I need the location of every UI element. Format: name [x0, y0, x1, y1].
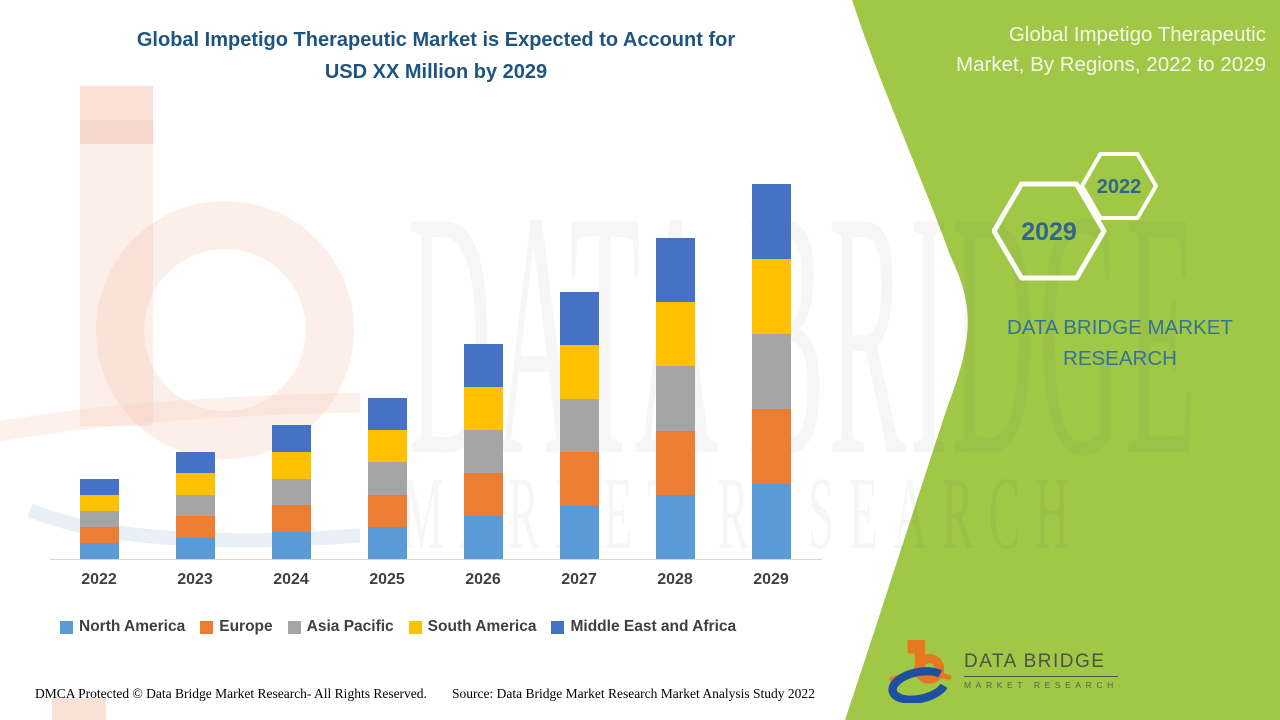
dbmr-logo-words: DATA BRIDGE MARKET RESEARCH — [964, 651, 1118, 690]
hexagon-2022-label: 2022 — [1097, 176, 1142, 198]
x-axis-labels: 2022 2023 2024 2025 2026 2027 2028 2029 — [50, 571, 822, 591]
hexagon-2029-label: 2029 — [1021, 218, 1077, 246]
chart-title: Global Impetigo Therapeutic Market is Ex… — [50, 24, 822, 88]
legend-item-asia-pacific: Asia Pacific — [287, 618, 394, 636]
legend-item-europe: Europe — [200, 618, 273, 636]
dbmr-logo-name: DATA BRIDGE — [964, 651, 1118, 677]
hexagon-2029 — [992, 181, 1107, 281]
bar-segment-north-america — [463, 516, 503, 559]
legend-label: Middle East and Africa — [570, 618, 737, 635]
bar-segment-europe — [751, 409, 791, 484]
legend-swatch-icon — [551, 620, 565, 634]
bar-segment-south-america — [79, 495, 119, 511]
x-axis-label-2022: 2022 — [81, 571, 117, 588]
bar-segment-europe — [271, 505, 311, 533]
bar-segment-north-america — [655, 494, 695, 559]
bar-segment-south-america — [271, 451, 311, 479]
legend-item-north-america: North America — [60, 618, 185, 636]
bar-segment-asia-pacific — [751, 334, 791, 409]
bar-segment-north-america — [367, 526, 407, 559]
bar-segment-asia-pacific — [559, 398, 599, 453]
legend-swatch-icon — [200, 620, 214, 634]
bar-segment-south-america — [751, 259, 791, 334]
bar-segment-middle-east-and-africa — [559, 292, 599, 346]
side-panel-title-line1: Global Impetigo Therapeutic — [1008, 23, 1266, 46]
x-axis-label-2023: 2023 — [177, 571, 213, 588]
stacked-bar-2025 — [367, 398, 407, 559]
x-axis-label-2024: 2024 — [273, 571, 309, 588]
bar-segment-north-america — [559, 505, 599, 559]
bar-segment-north-america — [271, 532, 311, 559]
stacked-bar-2029 — [751, 184, 791, 559]
bar-segment-europe — [79, 527, 119, 543]
dbmr-logo: DATA BRIDGE MARKET RESEARCH — [888, 634, 1138, 706]
legend-item-south-america: South America — [408, 618, 537, 636]
bar-segment-europe — [175, 516, 215, 538]
stacked-bar-2023 — [175, 452, 215, 559]
chart-legend: North America Europe Asia Pacific South Ame… — [60, 618, 840, 636]
side-panel-brand: DATA BRIDGE MARKET RESEARCH — [980, 312, 1260, 374]
bar-segment-middle-east-and-africa — [655, 238, 695, 303]
stacked-bar-2022 — [79, 479, 119, 559]
legend-item-middle-east-and-africa: Middle East and Africa — [551, 618, 736, 636]
bar-segment-north-america — [79, 543, 119, 559]
watermark-corner-patch — [52, 698, 106, 720]
plot-area — [50, 159, 822, 560]
dbmr-logo-subtitle: MARKET RESEARCH — [964, 679, 1118, 690]
side-panel-brand-line1: DATA BRIDGE MARKET — [1007, 316, 1233, 339]
stacked-bar-2024 — [271, 425, 311, 559]
hexagon-2022 — [1080, 152, 1158, 220]
bar-segment-south-america — [463, 387, 503, 430]
bar-segment-south-america — [175, 473, 215, 495]
legend-label: North America — [79, 618, 186, 635]
legend-label: Europe — [219, 618, 273, 635]
bar-segment-europe — [463, 473, 503, 516]
dbmr-logo-mark-icon — [888, 640, 952, 703]
bar-segment-europe — [367, 494, 407, 527]
bar-segment-middle-east-and-africa — [367, 398, 407, 431]
x-axis-label-2026: 2026 — [465, 571, 501, 588]
legend-swatch-icon — [408, 620, 422, 634]
x-axis-label-2027: 2027 — [561, 571, 597, 588]
footer-dmca-text: DMCA Protected © Data Bridge Market Rese… — [35, 686, 427, 701]
bar-segment-asia-pacific — [463, 430, 503, 473]
x-axis-label-2028: 2028 — [657, 571, 693, 588]
bar-segment-middle-east-and-africa — [79, 479, 119, 495]
bar-segment-asia-pacific — [175, 494, 215, 517]
bar-segment-asia-pacific — [79, 511, 119, 527]
bar-segment-middle-east-and-africa — [271, 425, 311, 452]
bar-segment-asia-pacific — [367, 462, 407, 495]
chart-title-line2: USD XX Million by 2029 — [324, 61, 548, 83]
bar-segment-asia-pacific — [655, 366, 695, 431]
bar-segment-middle-east-and-africa — [463, 344, 503, 387]
stacked-bar-2028 — [655, 238, 695, 559]
legend-swatch-icon — [60, 620, 73, 634]
bar-segment-middle-east-and-africa — [751, 184, 791, 259]
x-axis-line — [50, 559, 822, 560]
bar-segment-south-america — [559, 345, 599, 399]
chart-title-line1: Global Impetigo Therapeutic Market is Ex… — [136, 29, 736, 51]
x-axis-label-2025: 2025 — [369, 571, 405, 588]
stacked-bar-2026 — [463, 344, 503, 559]
bar-segment-north-america — [175, 537, 215, 559]
legend-label: South America — [427, 618, 537, 635]
side-panel-brand-line2: RESEARCH — [1063, 347, 1177, 370]
bar-segment-europe — [559, 452, 599, 506]
bar-segment-south-america — [367, 430, 407, 463]
footer-source-text: Source: Data Bridge Market Research Mark… — [452, 686, 815, 701]
legend-swatch-icon — [287, 620, 301, 634]
bar-segment-south-america — [655, 302, 695, 367]
bar-segment-middle-east-and-africa — [175, 452, 215, 474]
x-axis-label-2029: 2029 — [753, 571, 789, 588]
legend-label: Asia Pacific — [306, 618, 394, 635]
bar-segment-asia-pacific — [271, 478, 311, 506]
bar-segment-north-america — [751, 484, 791, 559]
side-panel-title: Global Impetigo Therapeutic Market, By R… — [886, 20, 1266, 80]
stacked-bar-2027 — [559, 292, 599, 559]
year-hexagons: 2022 2029 — [992, 152, 1158, 281]
side-panel-title-line2: Market, By Regions, 2022 to 2029 — [956, 53, 1266, 76]
bar-segment-europe — [655, 430, 695, 495]
